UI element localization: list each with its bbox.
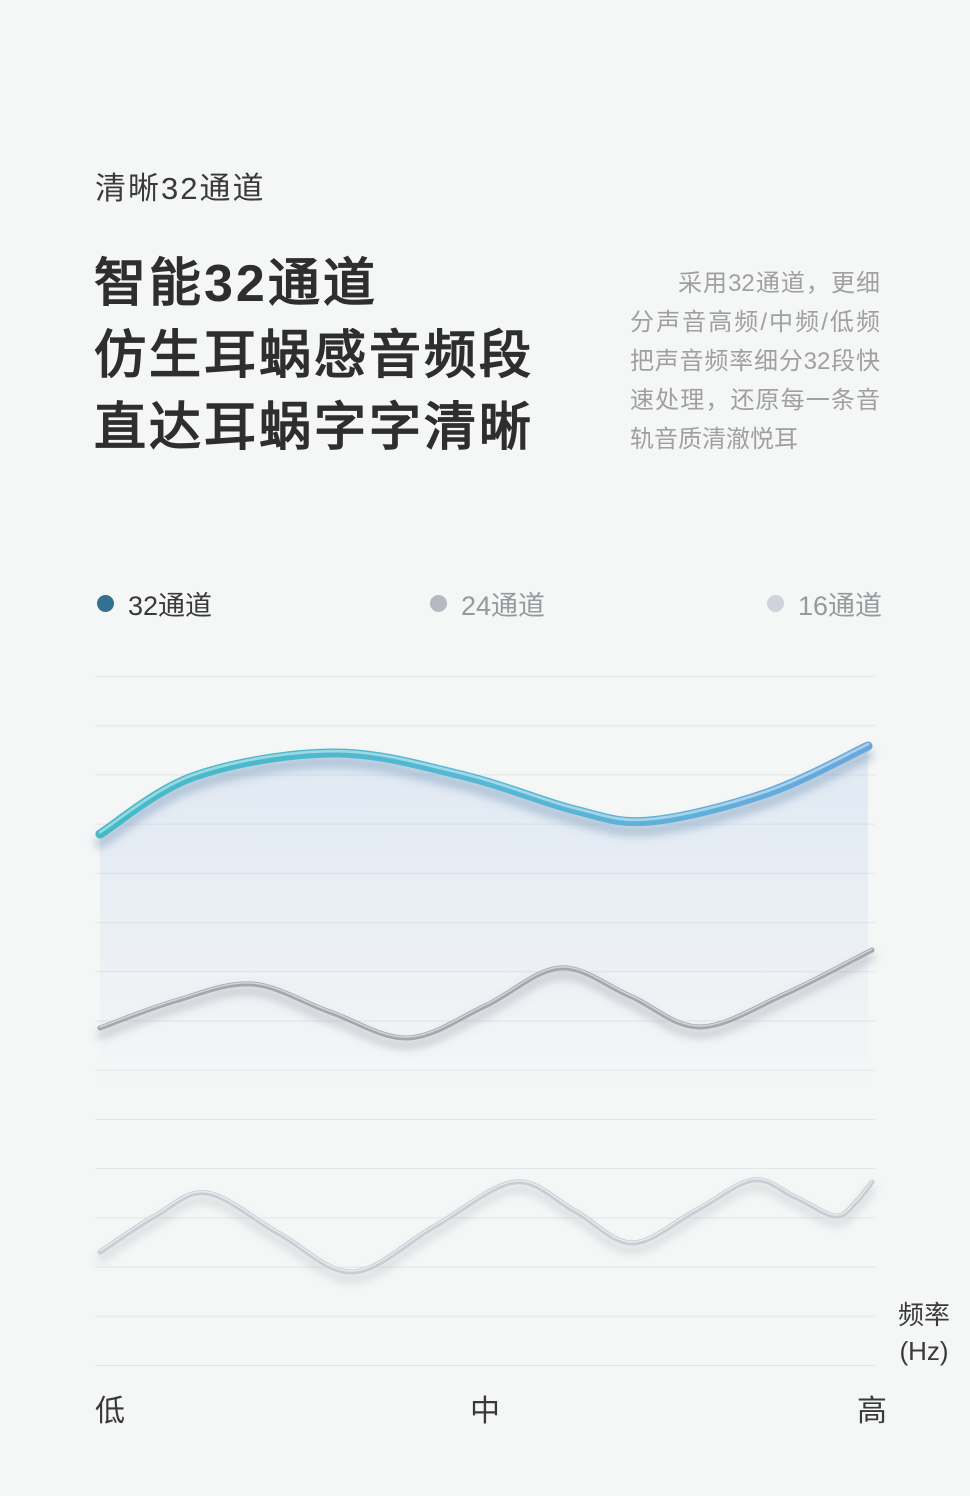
section-eyebrow: 清晰32通道 <box>95 171 266 206</box>
headline: 智能32通道 仿生耳蜗感音频段 直达耳蜗字字清晰 <box>94 248 534 464</box>
legend-dot-32ch <box>97 594 114 612</box>
curve-16通道 <box>97 1177 875 1275</box>
legend-dot-16ch <box>767 594 784 612</box>
curve-gloss-1 <box>99 948 873 1038</box>
curve-32通道 <box>95 741 873 839</box>
description-paragraph: 采用32通道，更细分声音高频/中频/低频把声音频率细分32段快速处理，还原每一条… <box>630 270 880 453</box>
headline-line-2: 仿生耳蜗感音频段 <box>94 327 535 385</box>
chart-canvas <box>94 676 876 1366</box>
x-axis-label-mid: 中 <box>470 1395 500 1428</box>
legend-label-24ch: 24通道 <box>461 590 546 621</box>
legend-item-32ch: 32通道 <box>97 586 213 621</box>
curve-shadow-2 <box>96 1183 876 1283</box>
x-axis-label-high: 高 <box>857 1395 887 1428</box>
headline-line-3: 直达耳蜗字字清晰 <box>94 399 535 457</box>
x-axis-labels: 低 中 高 <box>95 1386 887 1428</box>
y-axis-label-line-1: 频率 <box>897 1300 950 1330</box>
y-axis-label: 频率 (Hz) <box>888 1297 960 1369</box>
x-axis-label-low: 低 <box>95 1395 125 1428</box>
curve-gloss-2 <box>99 1178 873 1272</box>
frequency-response-chart <box>94 676 876 1366</box>
headline-line-1: 智能32通道 <box>94 255 378 313</box>
legend-label-32ch: 32通道 <box>128 590 213 621</box>
y-axis-label-line-2: (Hz) <box>899 1336 949 1366</box>
curve-gloss-0 <box>98 742 870 834</box>
curve-shadow-1 <box>96 953 876 1049</box>
curve-24通道 <box>97 947 875 1041</box>
legend-item-16ch: 16通道 <box>767 586 883 621</box>
legend-dot-24ch <box>430 594 447 612</box>
chart-legend: 32通道 24通道 16通道 <box>0 586 970 621</box>
legend-label-16ch: 16通道 <box>798 590 883 621</box>
legend-item-24ch: 24通道 <box>430 586 546 621</box>
curve-shadow-0 <box>94 749 874 849</box>
